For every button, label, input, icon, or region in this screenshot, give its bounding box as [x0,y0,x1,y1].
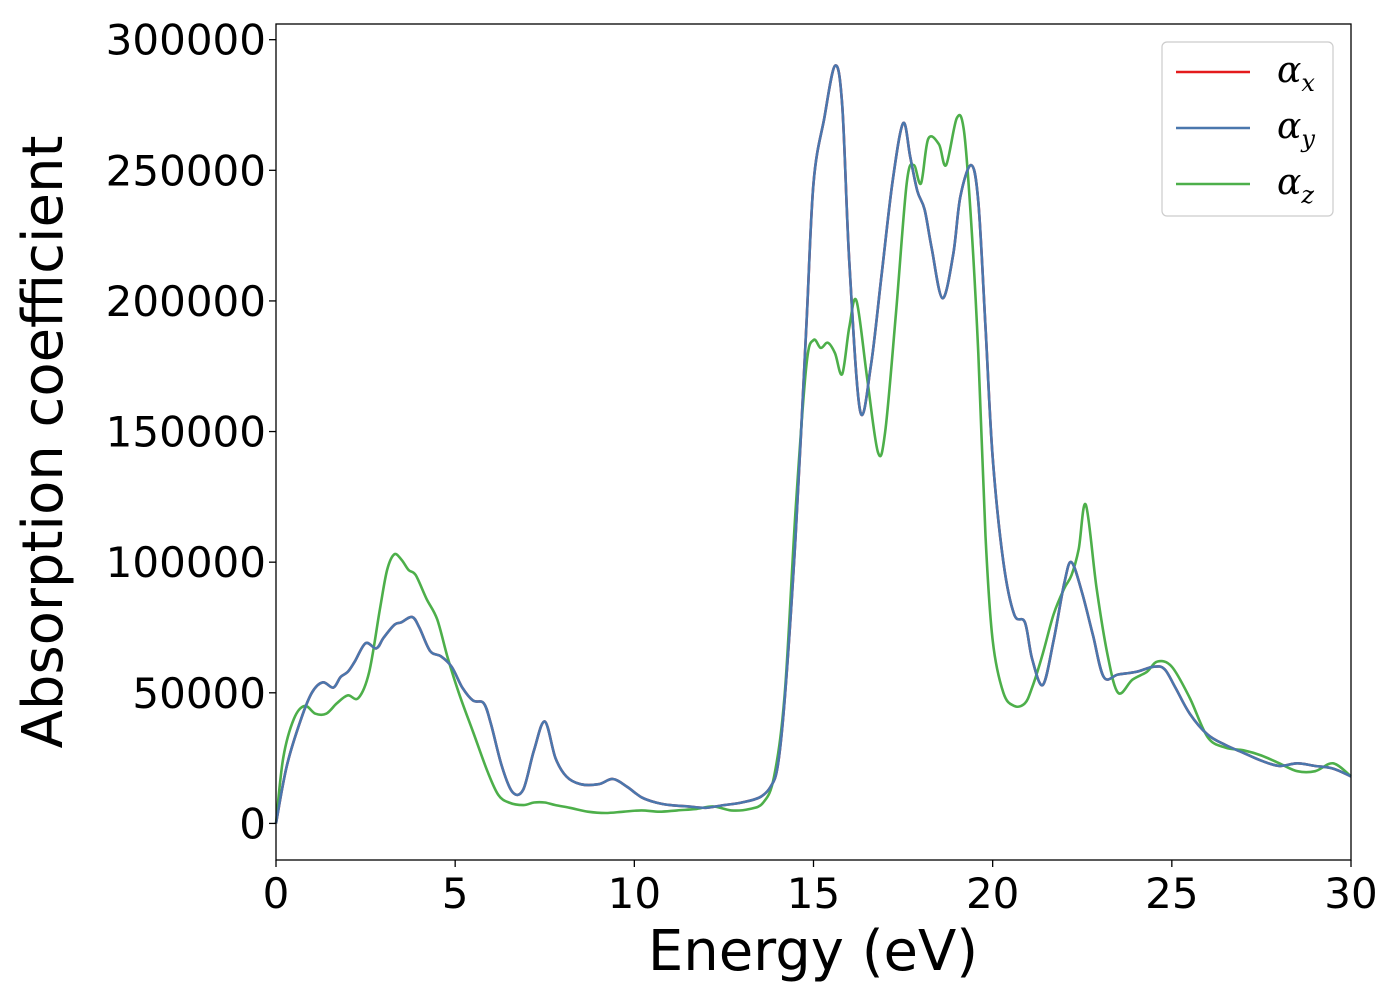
legend-label-z: αz [1277,162,1314,209]
y-axis-ticks: 0 50000 100000 150000 200000 250000 300000 [106,16,276,848]
y-tick-label: 50000 [132,669,266,718]
y-tick-label: 150000 [106,408,266,457]
x-tick-label: 25 [1145,869,1198,918]
x-axis-ticks: 0 5 10 15 20 25 30 [263,860,1378,918]
y-axis-title: Absorption coefficient [11,136,76,749]
series-line-z [274,113,1352,824]
x-tick-label: 5 [442,869,469,918]
y-tick-label: 200000 [106,277,266,326]
y-tick-label: 250000 [106,146,266,195]
y-tick-label: 100000 [106,538,266,587]
x-axis-title: Energy (eV) [648,919,978,984]
x-tick-label: 10 [608,869,661,918]
y-tick-label: 0 [239,799,266,848]
x-tick-label: 0 [263,869,290,918]
y-tick-label: 300000 [106,16,266,65]
series-line-y [274,64,1352,824]
x-tick-label: 30 [1324,869,1377,918]
plot-lines [274,64,1352,824]
x-tick-label: 20 [966,869,1019,918]
x-tick-label: 15 [787,869,840,918]
